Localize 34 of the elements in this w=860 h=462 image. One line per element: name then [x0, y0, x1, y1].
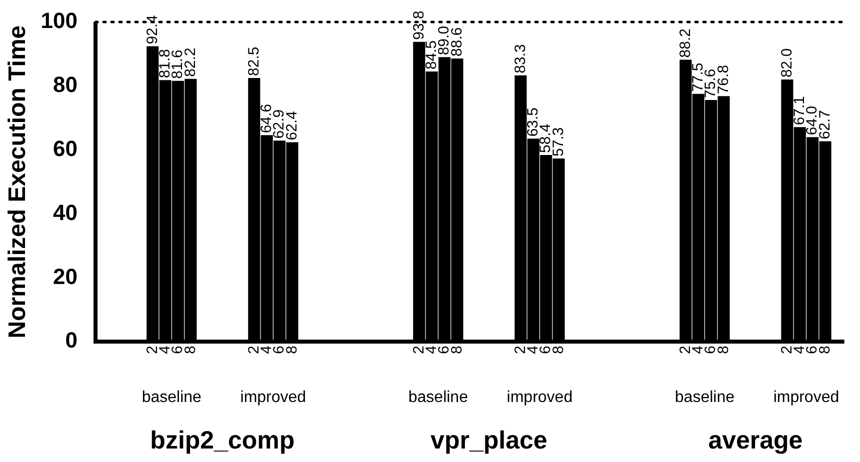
data-label: 57.3 — [550, 127, 567, 156]
y-tick-label: 100 — [40, 8, 78, 34]
text: bzip2_comp — [150, 426, 295, 455]
y-axis-title: Normalized Execution Time — [4, 25, 32, 338]
text: improved — [773, 389, 840, 406]
data-label: 93.8 — [410, 10, 428, 40]
text: baseline — [142, 389, 202, 406]
data-label: 82.2 — [182, 48, 199, 77]
x-tick-label: 8 — [448, 346, 466, 354]
y-tick-label: 40 — [53, 200, 78, 225]
y-tick-label: 80 — [53, 72, 78, 97]
text: improved — [506, 389, 573, 406]
y-tick-label: 60 — [53, 136, 78, 161]
text: average — [708, 426, 803, 455]
x-tick-label: 8 — [816, 346, 834, 354]
data-label: 88.2 — [676, 28, 694, 58]
data-label: 92.4 — [144, 15, 161, 44]
y-tick-label: 0 — [65, 328, 78, 353]
data-label: 76.8 — [714, 64, 732, 94]
data-label: 82.5 — [245, 46, 262, 76]
x-tick-label: 8 — [283, 346, 300, 354]
data-label: 88.6 — [448, 27, 466, 56]
x-tick-label: 8 — [714, 346, 732, 354]
text: baseline — [674, 389, 735, 406]
text: vpr_place — [430, 426, 548, 455]
y-tick-label: 20 — [53, 264, 78, 289]
text: improved — [240, 389, 306, 406]
data-label: 62.4 — [283, 110, 300, 140]
data-label: 62.7 — [816, 110, 834, 140]
data-label: 82.0 — [778, 48, 796, 78]
x-tick-label: 8 — [550, 346, 567, 354]
text: baseline — [408, 389, 468, 406]
data-label: 83.3 — [512, 44, 529, 74]
x-tick-label: 8 — [182, 346, 199, 354]
